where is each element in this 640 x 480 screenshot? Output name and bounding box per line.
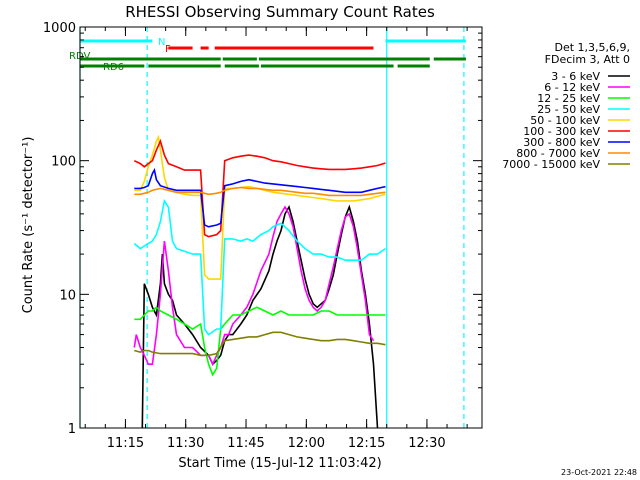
legend-entry: 50 - 100 keV xyxy=(530,114,600,127)
x-axis-label: Start Time (15-Jul-12 11:03:42) xyxy=(178,456,381,471)
legend-entry: 3 - 6 keV xyxy=(551,70,600,83)
series-line xyxy=(134,134,386,280)
series-line xyxy=(134,167,386,228)
x-tick-label: 11:15 xyxy=(107,436,144,451)
legend-entry: 25 - 50 keV xyxy=(537,103,600,116)
legend-entry: 6 - 12 keV xyxy=(544,81,600,94)
series-line xyxy=(134,306,386,377)
series-line xyxy=(141,204,379,429)
axes xyxy=(79,26,483,429)
state-bar-label: N xyxy=(158,37,165,48)
x-tick-label: 12:15 xyxy=(348,436,385,451)
chart-title: RHESSI Observing Summary Count Rates xyxy=(125,3,435,21)
legend-entry: 7000 - 15000 keV xyxy=(502,158,600,171)
series-lines xyxy=(133,134,386,429)
state-bar-label: F xyxy=(165,44,171,55)
series-line xyxy=(133,205,375,367)
legend-entry: 300 - 800 keV xyxy=(523,136,600,149)
y-tick-label: 100 xyxy=(51,155,76,170)
tick-labels: 1 10 100 1000 11:15 11:30 11:45 12:00 12:15 12:30 xyxy=(43,21,446,451)
y-tick-label: 10 xyxy=(59,288,76,303)
legend-header: FDecim 3, Att 0 xyxy=(545,53,630,66)
state-bar-label: RD6 xyxy=(103,62,124,73)
series-line xyxy=(133,198,386,336)
y-axis-label: Count Rate (s⁻¹ detector⁻¹) xyxy=(21,137,36,314)
timestamp: 23-Oct-2021 22:48 xyxy=(561,468,637,477)
series-line xyxy=(134,186,386,197)
x-tick-label: 12:00 xyxy=(288,436,325,451)
legend-entry: 800 - 7000 keV xyxy=(516,147,600,160)
x-tick-label: 11:30 xyxy=(167,436,204,451)
x-tick-label: 11:45 xyxy=(227,436,264,451)
legend: Det 1,3,5,6,9,FDecim 3, Att 0 3 - 6 keV6 … xyxy=(502,41,630,171)
y-tick-label: 1 xyxy=(68,422,76,437)
plot-frame xyxy=(79,26,483,429)
legend-header: Det 1,3,5,6,9, xyxy=(554,41,630,54)
legend-entry: 100 - 300 keV xyxy=(523,125,600,138)
x-tick-label: 12:30 xyxy=(408,436,445,451)
series-line xyxy=(133,138,386,238)
legend-entry: 12 - 25 keV xyxy=(537,92,600,105)
series-line xyxy=(134,331,386,357)
y-tick-label: 1000 xyxy=(43,21,76,36)
